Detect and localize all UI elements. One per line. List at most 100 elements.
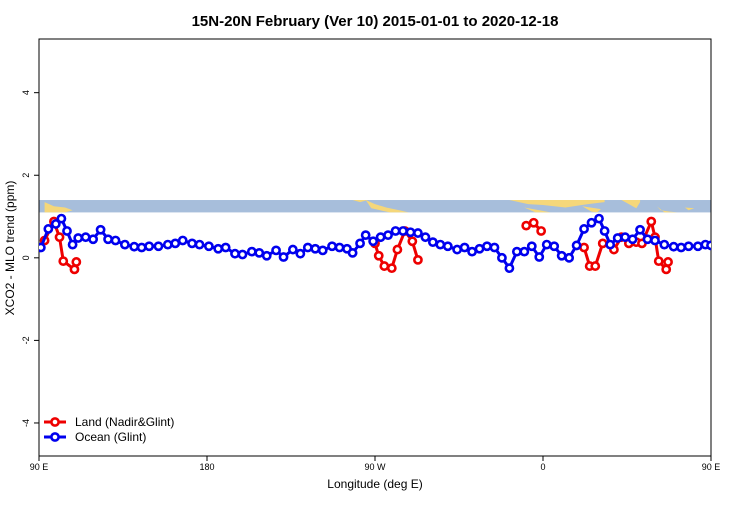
ocean-series-point — [659, 239, 670, 250]
land-series-point — [663, 257, 673, 267]
ocean-series-point — [467, 246, 477, 257]
ocean-series-point — [271, 245, 281, 256]
ocean-series-point — [317, 245, 328, 256]
land-series-point — [413, 254, 423, 265]
ocean-series-point — [642, 234, 653, 245]
ocean-series-point — [136, 242, 147, 253]
ocean-series-point — [355, 238, 365, 249]
land-series-point — [379, 261, 390, 271]
map-land-patch — [684, 207, 695, 211]
ocean-series-point — [375, 232, 386, 243]
map-land-patch — [352, 200, 368, 203]
ocean-series-point — [534, 252, 545, 262]
ocean-series-point — [586, 217, 597, 228]
ocean-series-point — [310, 243, 321, 254]
ocean-series-point — [683, 241, 694, 252]
ocean-series-point — [213, 243, 224, 254]
x-tick-label: 90 E — [30, 462, 49, 472]
land-series-point — [653, 256, 664, 267]
legend-swatch-marker — [50, 417, 60, 427]
ocean-series-point — [519, 246, 530, 257]
ocean-series-point — [579, 224, 589, 234]
ocean-series-point — [420, 232, 431, 243]
ocean-series-point — [571, 240, 582, 251]
ocean-series-point — [413, 228, 423, 238]
land-series-point — [646, 216, 657, 227]
ocean-series-point — [56, 213, 67, 224]
ocean-series-point — [383, 230, 393, 241]
ocean-series-point — [427, 237, 438, 248]
ocean-series-point — [295, 248, 306, 259]
land-series-point — [536, 226, 547, 236]
ocean-series-point — [129, 241, 140, 252]
x-tick-label: 0 — [540, 462, 545, 472]
y-tick-label: 0 — [21, 255, 31, 260]
ocean-series-point — [650, 235, 660, 246]
ocean-series-point — [39, 242, 46, 253]
y-tick-label: 2 — [21, 173, 31, 178]
ocean-series-point — [237, 249, 248, 260]
ocean-series-point — [302, 242, 313, 253]
ocean-series-point — [676, 242, 687, 253]
ocean-series-point — [452, 244, 463, 255]
land-series-point — [373, 250, 384, 261]
ocean-series-point — [435, 239, 446, 250]
ocean-series-point — [203, 241, 214, 252]
ocean-series-point — [398, 226, 408, 236]
legend: Land (Nadir&Glint)Ocean (Glint) — [44, 415, 174, 444]
ocean-series-point — [693, 241, 703, 252]
ocean-series-point — [170, 238, 181, 249]
ocean-series-point — [489, 242, 500, 253]
ocean-series-point — [327, 241, 337, 252]
ocean-series-point — [459, 242, 470, 253]
chart-title: 15N-20N February (Ver 10) 2015-01-01 to … — [192, 13, 559, 30]
ocean-series-point — [153, 241, 164, 252]
ocean-series-point — [474, 243, 485, 254]
ocean-series-point — [119, 239, 130, 250]
map-land-patch — [365, 200, 409, 213]
x-tick-label: 180 — [199, 462, 214, 472]
legend-swatch-marker — [50, 432, 60, 442]
ocean-series-point — [95, 224, 106, 235]
ocean-series-point — [541, 239, 552, 250]
y-tick-label: -2 — [21, 336, 31, 344]
ocean-series-point — [246, 246, 257, 257]
ocean-series-point — [347, 247, 358, 258]
series-group — [39, 213, 711, 275]
ocean-series-point — [334, 242, 345, 253]
ocean-series-point — [50, 219, 61, 229]
y-axis-label: XCO2 - MLO trend (ppm) — [3, 181, 17, 316]
ocean-series-point — [287, 244, 298, 255]
ocean-series-point — [62, 226, 72, 236]
ocean-series-point — [177, 235, 188, 246]
x-tick-label: 90 W — [364, 462, 386, 472]
x-tick-label: 90 E — [702, 462, 721, 472]
map-land-patch — [582, 206, 601, 213]
ocean-series-point — [230, 248, 240, 259]
ocean-series-point — [497, 252, 507, 263]
ocean-series-point — [254, 247, 265, 258]
ocean-series-point — [556, 250, 567, 261]
ocean-series-point — [110, 235, 121, 246]
ocean-series-point — [67, 239, 78, 250]
ocean-series-point — [261, 250, 272, 261]
ocean-series-point — [564, 252, 575, 263]
ocean-series-point — [635, 224, 645, 235]
land-series-point — [386, 263, 397, 274]
ocean-series-point — [620, 232, 631, 243]
land-series-point — [528, 217, 539, 228]
ocean-series-point — [162, 239, 173, 250]
ocean-series-point — [668, 241, 679, 252]
land-series-point — [597, 238, 608, 249]
legend-label: Land (Nadir&Glint) — [75, 415, 174, 429]
ocean-series-point — [220, 242, 231, 253]
ocean-series-point — [368, 236, 379, 247]
ocean-series-point — [627, 234, 638, 245]
map-strip-land-group — [44, 200, 695, 213]
ocean-series-point — [612, 233, 623, 243]
plot-area: 90 E 180 90 W 0 90 E -4 -2 0 2 4 Land (Nadir&Glint… — [21, 38, 721, 472]
land-series-point — [661, 264, 672, 275]
ocean-series-point — [360, 230, 371, 241]
y-tick-label: 4 — [21, 90, 31, 95]
